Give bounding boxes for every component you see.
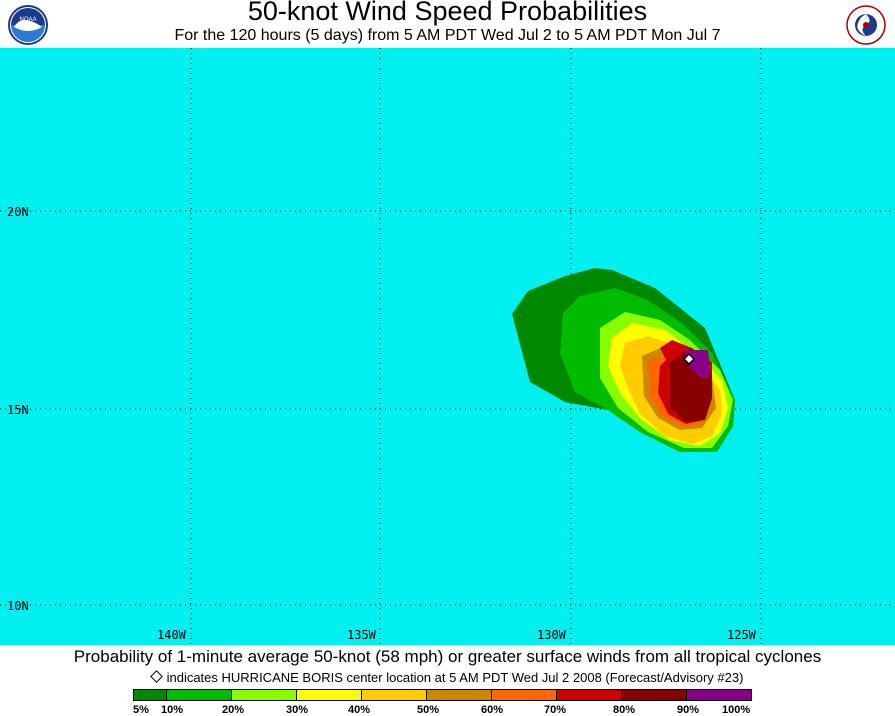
nws-logo-icon — [846, 5, 886, 45]
legend-swatch-30-40 — [296, 689, 362, 701]
map-subtitle: For the 120 hours (5 days) from 5 AM PDT… — [174, 27, 721, 44]
legend-swatch-90-100 — [686, 689, 752, 701]
storm-center-diamond-icon — [149, 670, 163, 683]
map-caption: Probability of 1-minute average 50-knot … — [73, 647, 822, 666]
lon-label-130w: 130W — [537, 628, 566, 642]
legend-label-50: 50% — [417, 704, 440, 716]
svg-text:NOAA: NOAA — [19, 17, 36, 23]
storm-note: indicates HURRICANE BORIS center locatio… — [0, 670, 895, 685]
legend-label-60: 60% — [481, 704, 504, 716]
map-graphic — [0, 48, 895, 645]
legend-label-100: 100% — [722, 704, 751, 716]
probability-legend — [133, 689, 752, 701]
lon-label-125w: 125W — [727, 628, 756, 642]
legend-label-40: 40% — [348, 704, 371, 716]
map-title: 50-knot Wind Speed Probabilities — [247, 0, 648, 26]
storm-center-marker — [682, 352, 696, 366]
map-grid — [0, 48, 895, 645]
legend-swatch-5-10 — [133, 689, 167, 701]
legend-swatch-20-30 — [231, 689, 297, 701]
legend-label-10: 10% — [161, 704, 184, 716]
legend-swatch-50-60 — [426, 689, 492, 701]
lat-label-20n: 20N — [7, 205, 29, 219]
legend-label-30: 30% — [286, 704, 309, 716]
legend-swatch-80-90 — [621, 689, 687, 701]
legend-label-70: 70% — [544, 704, 567, 716]
legend-label-5: 5% — [133, 704, 149, 716]
legend-label-20: 20% — [222, 704, 245, 716]
legend-swatch-10-20 — [166, 689, 232, 701]
storm-note-text: indicates HURRICANE BORIS center locatio… — [166, 670, 744, 685]
probability-map: 20N 15N 10N 140W 135W 130W 125W — [0, 48, 895, 645]
legend-swatch-60-70 — [491, 689, 557, 701]
legend-label-80: 80% — [613, 704, 636, 716]
legend-label-90: 90% — [677, 704, 700, 716]
lat-label-10n: 10N — [7, 599, 29, 613]
lon-label-135w: 135W — [347, 628, 376, 642]
probability-contours — [512, 268, 735, 452]
legend-swatch-40-50 — [361, 689, 427, 701]
lat-label-15n: 15N — [7, 403, 29, 417]
lon-label-140w: 140W — [157, 628, 186, 642]
noaa-logo-icon: NOAA — [8, 5, 48, 45]
legend-swatch-70-80 — [556, 689, 622, 701]
